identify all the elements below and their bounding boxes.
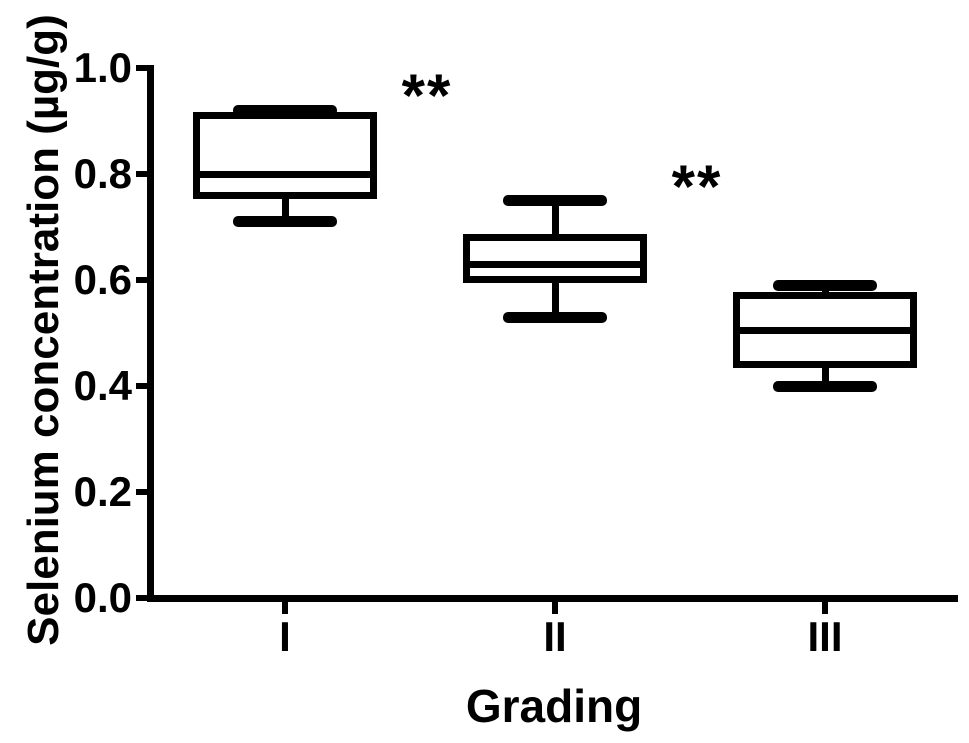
- y-tick-label: 0.2: [73, 468, 132, 515]
- y-tick-label: 1.0: [73, 44, 132, 91]
- median-line: [463, 260, 647, 268]
- y-tick: [136, 383, 150, 389]
- box-grade-II: [463, 234, 647, 284]
- y-tick: [136, 65, 150, 71]
- significance-annotation: **: [401, 62, 453, 130]
- y-tick: [136, 595, 150, 601]
- x-tick-label-II: II: [543, 613, 567, 660]
- y-tick: [136, 277, 150, 283]
- lower-whisker-stem: [821, 364, 829, 386]
- y-tick: [136, 489, 150, 495]
- lower-whisker-cap: [773, 380, 877, 392]
- lower-whisker-stem: [281, 195, 289, 222]
- upper-whisker-cap: [233, 104, 337, 116]
- lower-whisker-stem: [551, 280, 559, 318]
- lower-whisker-cap: [503, 311, 607, 323]
- x-tick-label-I: I: [279, 613, 291, 660]
- x-axis-line: [146, 594, 958, 602]
- upper-whisker-cap: [503, 195, 607, 206]
- significance-annotation: **: [671, 152, 723, 220]
- lower-whisker-cap: [233, 216, 337, 228]
- median-line: [193, 170, 377, 178]
- x-tick: [552, 601, 558, 614]
- box-grade-I: [193, 112, 377, 199]
- upper-whisker-cap: [773, 279, 877, 291]
- upper-whisker-stem: [551, 200, 559, 238]
- x-tick-label-III: III: [807, 613, 843, 660]
- y-tick-label: 0.6: [73, 256, 132, 303]
- y-tick-label: 0.4: [73, 362, 132, 409]
- y-tick-label: 0.8: [73, 150, 132, 197]
- x-tick: [822, 601, 828, 614]
- x-axis-title: Grading: [465, 680, 643, 732]
- y-tick: [136, 171, 150, 177]
- x-tick: [282, 601, 288, 614]
- y-axis-line: [146, 64, 154, 602]
- median-line: [733, 326, 917, 334]
- y-tick-label: 0.0: [73, 574, 132, 621]
